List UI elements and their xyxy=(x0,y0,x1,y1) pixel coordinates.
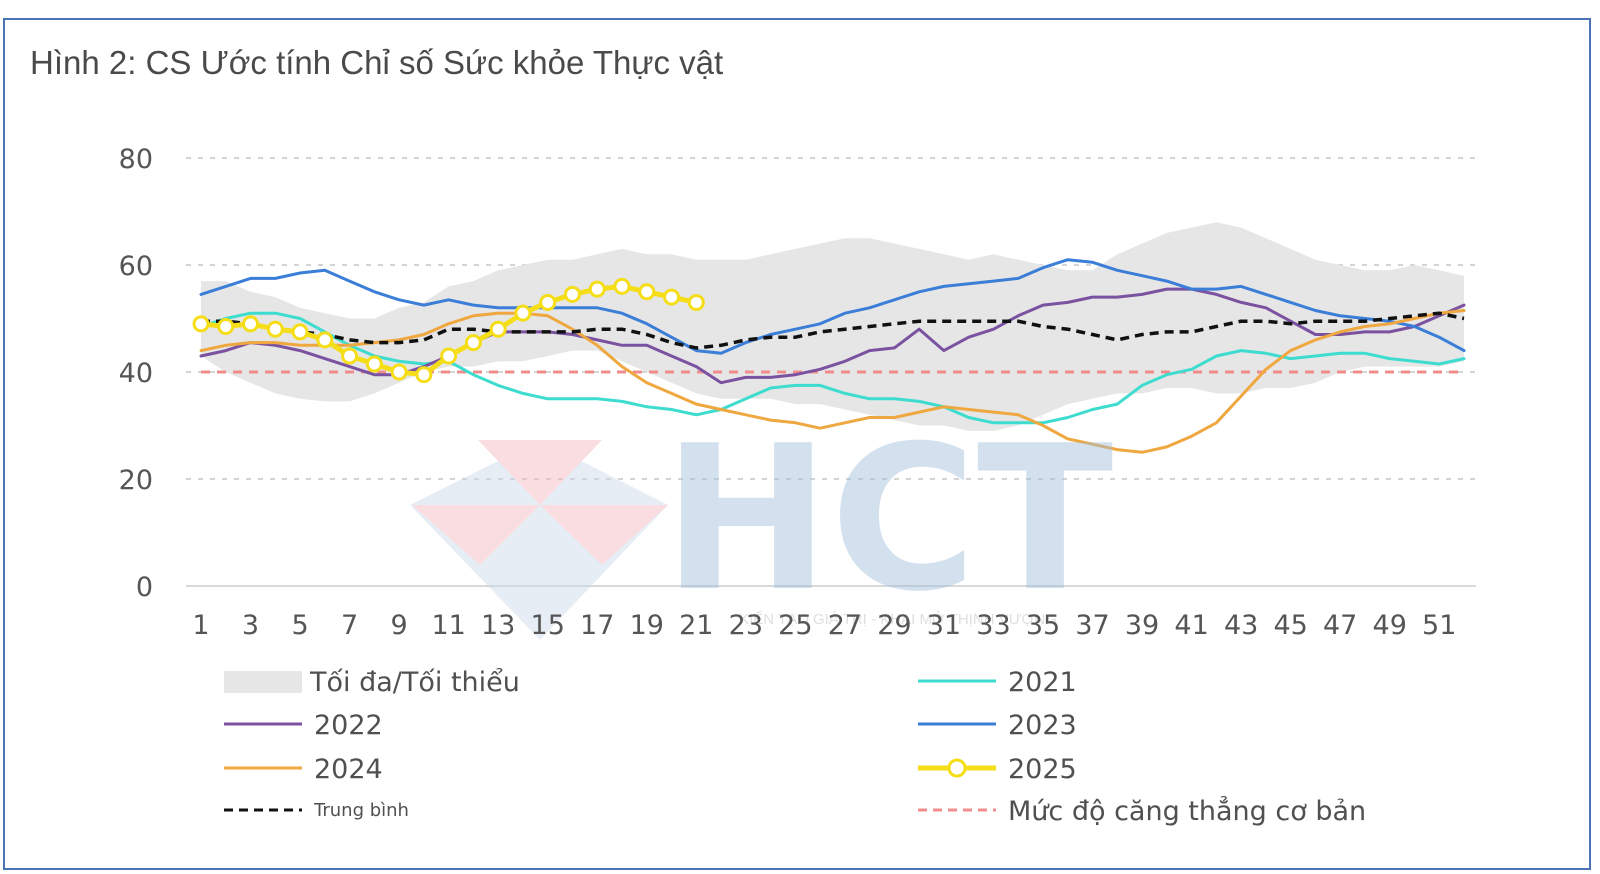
legend-swatch-band xyxy=(224,671,302,693)
legend-label: 2022 xyxy=(314,710,383,741)
series-line-2023 xyxy=(199,258,1466,355)
series-marker-2025 xyxy=(217,318,235,336)
series-marker-2025 xyxy=(291,323,309,341)
legend-label: Mức độ căng thẳng cơ bản xyxy=(1008,795,1366,827)
series-marker-2025 xyxy=(192,315,210,333)
grid-lines xyxy=(186,157,1476,587)
y-tick-label: 40 xyxy=(119,358,153,389)
series-marker-2025 xyxy=(588,280,606,298)
x-tick-label: 33 xyxy=(976,610,1010,641)
series-marker-2025 xyxy=(365,355,383,373)
x-tick-label: 31 xyxy=(927,610,961,641)
x-tick-label: 19 xyxy=(630,610,664,641)
y-axis-ticks: 0 20 40 60 80 xyxy=(119,144,153,603)
watermark-logo-text: HCT xyxy=(663,403,1114,636)
x-tick-label: 27 xyxy=(828,610,862,641)
x-tick-label: 29 xyxy=(877,610,911,641)
series-marker-2025 xyxy=(663,288,681,306)
series-marker-2025 xyxy=(539,293,557,311)
x-tick-label: 11 xyxy=(431,610,465,641)
x-tick-label: 51 xyxy=(1422,610,1456,641)
x-tick-label: 25 xyxy=(778,610,812,641)
x-tick-label: 5 xyxy=(291,610,308,641)
x-tick-label: 35 xyxy=(1026,610,1060,641)
x-tick-label: 21 xyxy=(679,610,713,641)
series-marker-2025 xyxy=(415,366,433,384)
x-tick-label: 45 xyxy=(1273,610,1307,641)
x-tick-label: 41 xyxy=(1174,610,1208,641)
legend-marker-2025 xyxy=(947,758,967,778)
chart-frame xyxy=(3,18,1591,870)
y-tick-label: 60 xyxy=(119,251,153,282)
series-line-2024 xyxy=(199,309,1466,454)
x-tick-label: 13 xyxy=(481,610,515,641)
series-line-2021 xyxy=(199,311,1466,425)
legend-label: 2025 xyxy=(1008,754,1077,785)
y-tick-label: 80 xyxy=(119,144,153,175)
watermark-logo-facet xyxy=(412,505,540,565)
x-tick-label: 37 xyxy=(1075,610,1109,641)
series-marker-2025 xyxy=(563,285,581,303)
series-line-2022 xyxy=(199,287,1466,385)
legend-label: 2024 xyxy=(314,754,383,785)
chart-title: Hình 2: CS Ước tính Chỉ số Sức khỏe Thực… xyxy=(30,44,724,81)
watermark-tagline: KIẾN TẠO GIÁ TRỊ - KHAI MỞ THỊNH VƯỢNG xyxy=(739,610,1057,628)
x-tick-label: 49 xyxy=(1373,610,1407,641)
legend: Tối đa/Tối thiểu 2021 2022 2023 2024 2025 Trun… xyxy=(224,667,1366,827)
series-marker-2025 xyxy=(440,347,458,365)
legend-label: 2023 xyxy=(1008,710,1077,741)
series-marker-2025 xyxy=(514,304,532,322)
series-marker-2025 xyxy=(316,331,334,349)
legend-label: 2021 xyxy=(1008,667,1077,698)
watermark-logo-diamond xyxy=(410,440,668,640)
series-lines xyxy=(192,258,1466,454)
series-marker-2025 xyxy=(638,283,656,301)
x-axis-ticks: 1 3 5 7 9 11 13 15 17 19 21 23 25 27 29 31 33 35 37 39 41 43 4… xyxy=(192,610,1456,641)
series-marker-2025 xyxy=(687,293,705,311)
series-marker-2025 xyxy=(613,277,631,295)
series-marker-2025 xyxy=(390,363,408,381)
x-tick-label: 9 xyxy=(391,610,408,641)
x-tick-label: 23 xyxy=(729,610,763,641)
legend-label: Tối đa/Tối thiểu xyxy=(309,667,520,698)
series-line-trung-binh xyxy=(201,311,1465,350)
min-max-band xyxy=(201,222,1464,431)
y-tick-label: 0 xyxy=(136,572,153,603)
x-tick-label: 3 xyxy=(242,610,259,641)
series-marker-2025 xyxy=(464,334,482,352)
x-tick-label: 7 xyxy=(341,610,358,641)
series-marker-2025 xyxy=(242,315,260,333)
watermark-logo-facet xyxy=(540,505,668,565)
x-tick-label: 47 xyxy=(1323,610,1357,641)
x-tick-label: 39 xyxy=(1125,610,1159,641)
series-marker-2025 xyxy=(341,347,359,365)
x-tick-label: 17 xyxy=(580,610,614,641)
legend-label: Trung bình xyxy=(313,800,409,821)
hct-watermark: HCT KIẾN TẠO GIÁ TRỊ - KHAI MỞ THỊNH VƯỢ… xyxy=(410,403,1113,640)
x-tick-label: 1 xyxy=(192,610,209,641)
min-max-band-area xyxy=(201,222,1464,431)
x-tick-label: 15 xyxy=(531,610,565,641)
series-marker-2025 xyxy=(489,320,507,338)
series-marker-2025 xyxy=(266,320,284,338)
y-tick-label: 20 xyxy=(119,465,153,496)
x-tick-label: 43 xyxy=(1224,610,1258,641)
watermark-logo-facet xyxy=(478,440,602,505)
